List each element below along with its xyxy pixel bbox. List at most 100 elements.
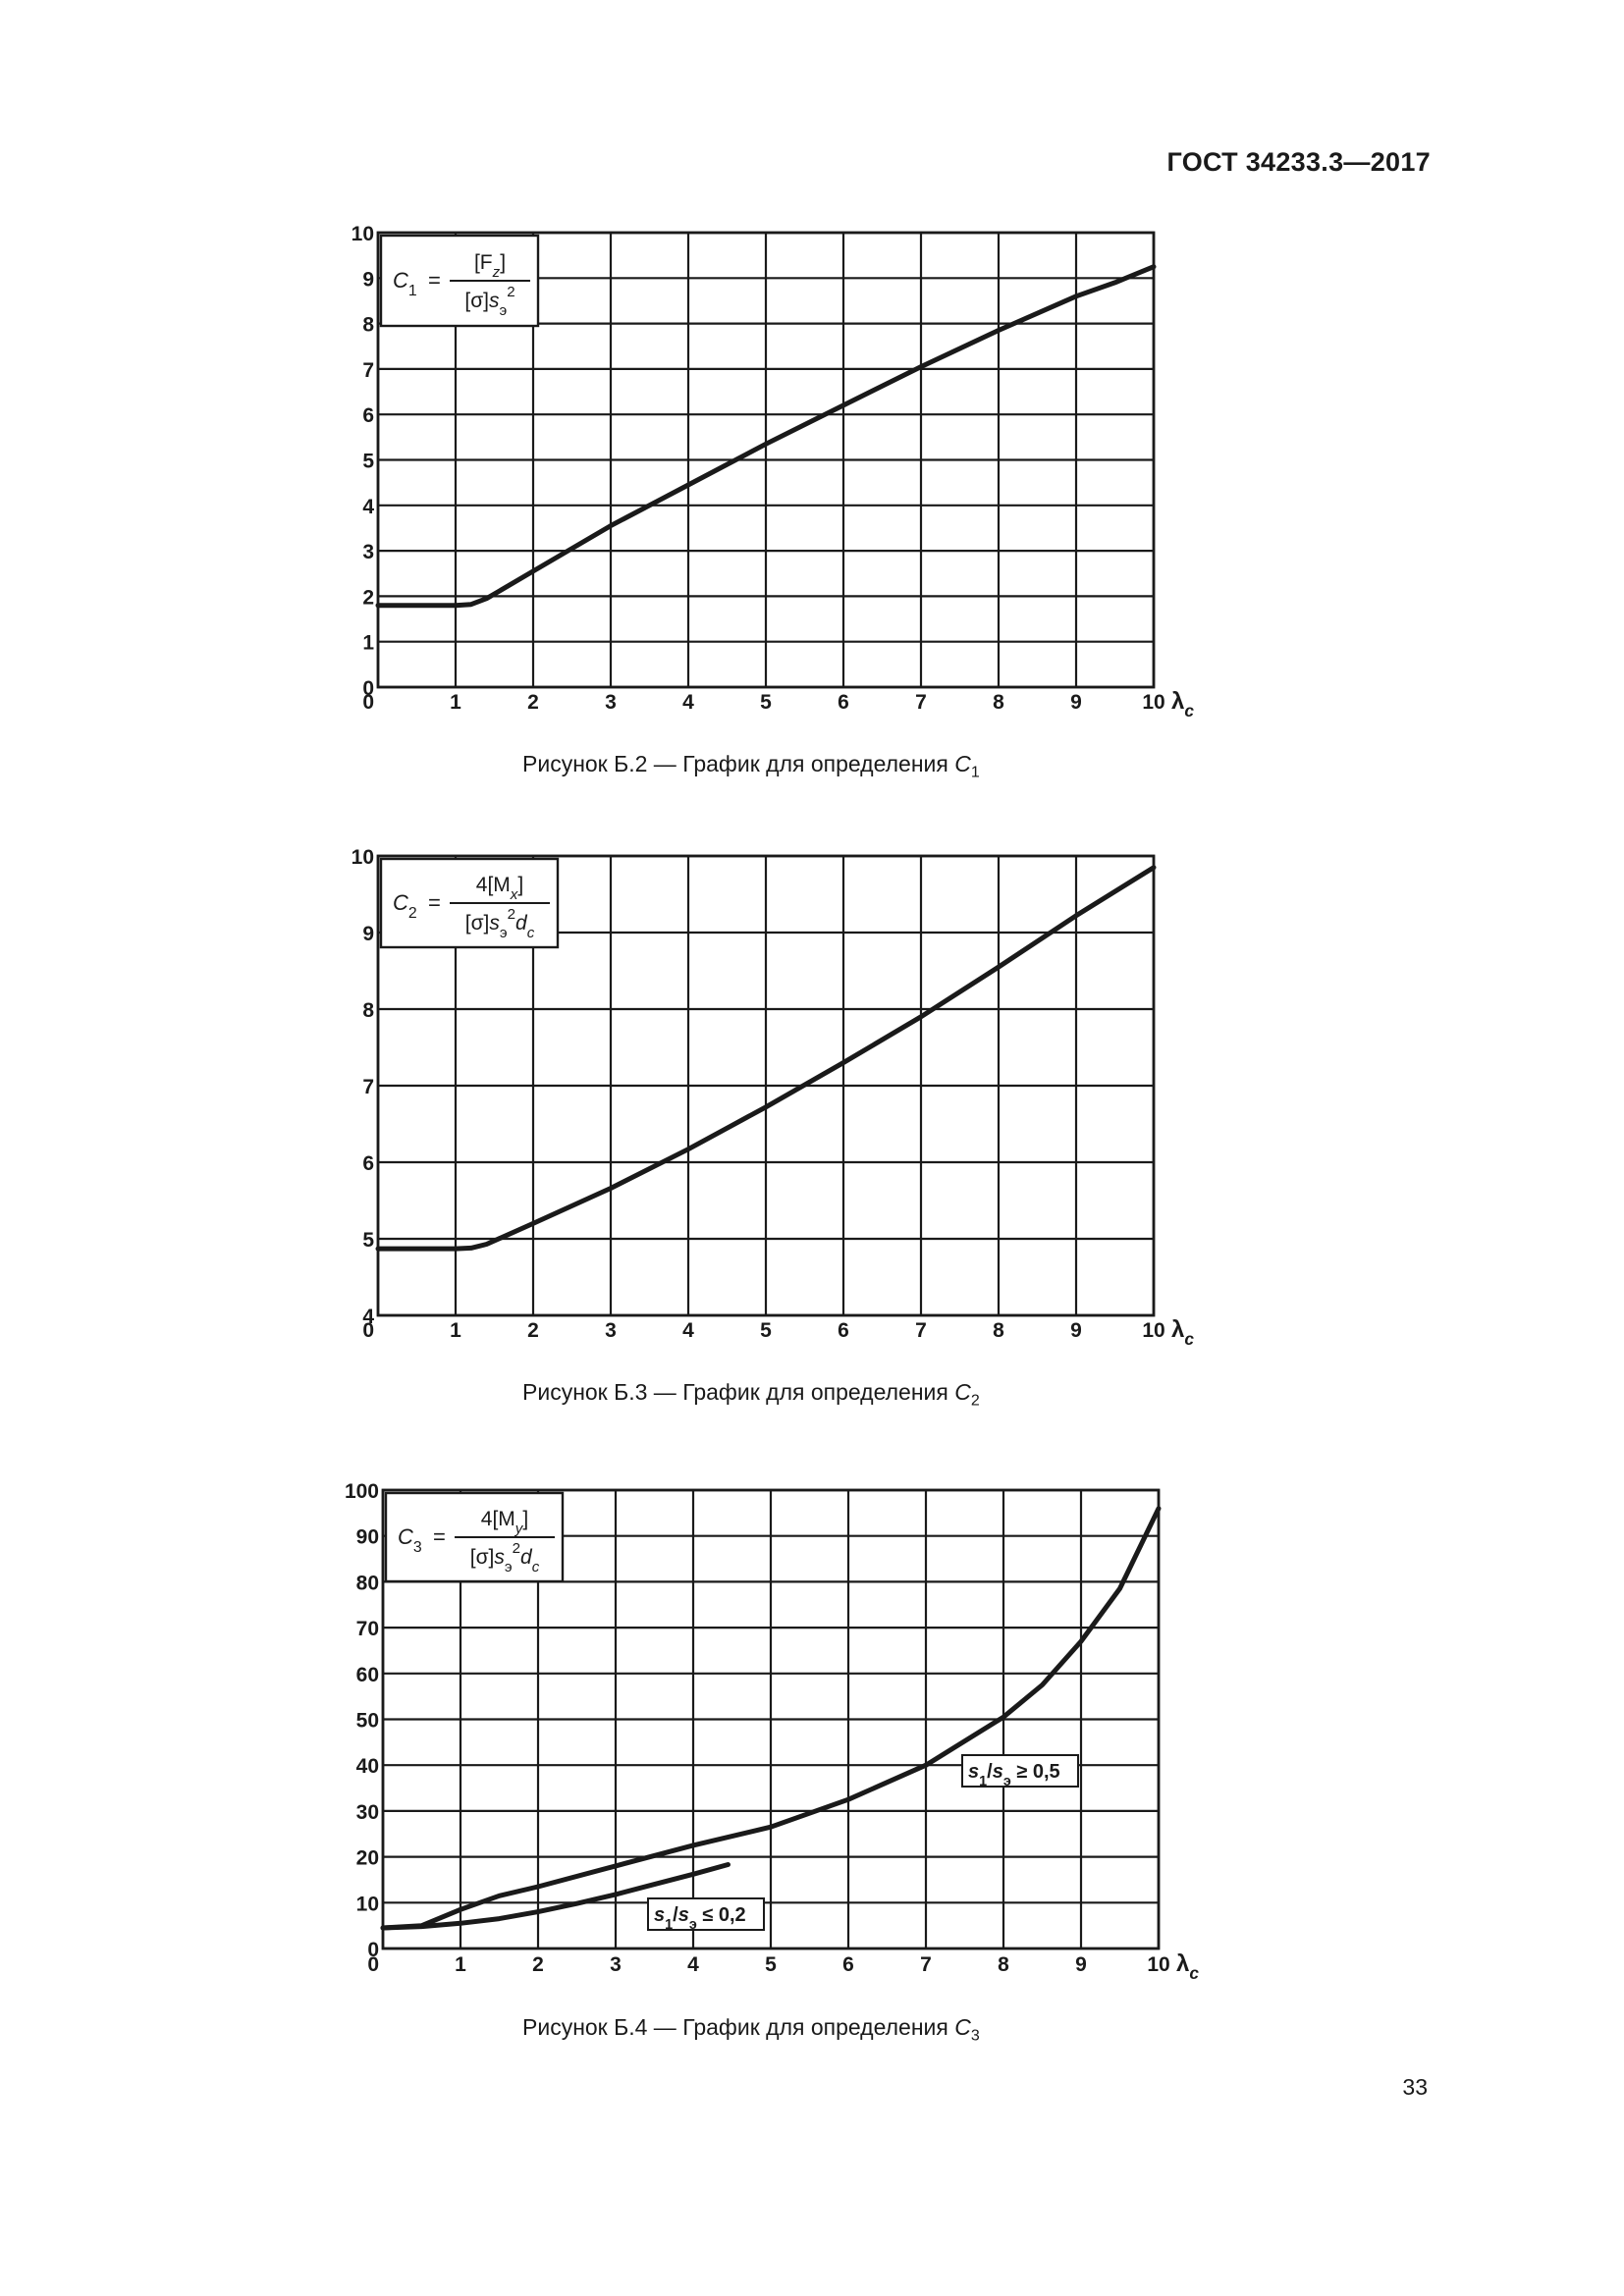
series-label-part: ≥ 0,5 <box>1011 1761 1060 1783</box>
series-label-part: э <box>689 1917 697 1933</box>
caption-variable: C <box>954 1379 971 1405</box>
figure-c1-caption: Рисунок Б.2 — График для определения C1 <box>522 751 980 782</box>
x-tick-label: 10 <box>1147 1953 1169 1976</box>
formula-lhs: C3 <box>398 1524 422 1556</box>
x-tick-label: 9 <box>1070 691 1082 714</box>
formula-denominator-part: c <box>532 1559 540 1575</box>
formula-denominator-part: э <box>500 925 508 941</box>
y-tick-label: 10 <box>356 1893 379 1915</box>
x-axis-label-part: c <box>1189 1963 1199 1983</box>
y-tick-label: 4 <box>362 496 374 518</box>
y-tick-label: 90 <box>356 1526 379 1549</box>
series-label-part: s <box>993 1761 1003 1783</box>
caption-variable-sub: 2 <box>970 1392 980 1410</box>
x-tick-label: 5 <box>760 691 772 714</box>
x-axis-label: λc <box>1171 688 1194 721</box>
x-tick-label: 8 <box>993 1319 1004 1342</box>
y-tick-label: 3 <box>362 541 374 563</box>
series-label-part: s <box>654 1904 665 1926</box>
x-tick-label: 9 <box>1075 1953 1087 1976</box>
formula-denominator-part: s <box>489 290 500 312</box>
formula-numerator-part: 4[M <box>481 1508 515 1530</box>
y-tick-label: 7 <box>362 1076 374 1098</box>
formula-numerator-part: [F <box>474 251 493 274</box>
formula-lhs-part: C <box>393 890 408 915</box>
y-tick-label: 6 <box>362 1152 374 1175</box>
x-tick-label: 2 <box>527 1319 539 1342</box>
formula-denominator-part: э <box>500 302 508 319</box>
formula-denominator-part: э <box>505 1559 513 1575</box>
formula-numerator-part: x <box>510 886 518 903</box>
formula-lhs-part: 2 <box>408 905 417 922</box>
x-tick-label: 6 <box>838 1319 849 1342</box>
plot-frame <box>376 854 1156 1317</box>
formula-lhs-part: 3 <box>413 1539 422 1556</box>
x-axis-label: λc <box>1176 1950 1199 1983</box>
x-tick-label: 6 <box>838 691 849 714</box>
y-tick-label: 0 <box>362 677 374 700</box>
series-label-part: s <box>968 1761 979 1783</box>
y-tick-label: 9 <box>362 268 374 291</box>
y-tick-label: 6 <box>362 404 374 427</box>
y-tick-label: 0 <box>367 1939 379 1961</box>
caption-text: Рисунок Б.2 — График для определения <box>522 751 948 776</box>
formula-lhs-part: C <box>398 1524 413 1549</box>
x-tick-label: 5 <box>760 1319 772 1342</box>
series-label-box <box>961 1754 1079 1788</box>
document-id: ГОСТ 34233.3—2017 <box>1166 147 1431 177</box>
series-label-part: ≤ 0,2 <box>697 1904 746 1926</box>
x-tick-label: 1 <box>455 1953 466 1976</box>
series-label: s1/sэ ≤ 0,2 <box>654 1904 746 1933</box>
y-tick-label: 7 <box>362 359 374 382</box>
formula-numerator-part: z <box>492 264 501 281</box>
series-label-box <box>647 1897 765 1931</box>
y-tick-label: 20 <box>356 1847 379 1870</box>
formula-equals: = <box>433 1524 446 1549</box>
x-tick-label: 3 <box>610 1953 622 1976</box>
y-tick-label: 10 <box>352 846 374 869</box>
x-tick-label: 7 <box>915 691 927 714</box>
x-tick-label: 8 <box>993 691 1004 714</box>
caption-variable-sub: 1 <box>970 764 980 781</box>
x-axis-label-part: c <box>1184 701 1194 721</box>
formula-lhs: C1 <box>393 268 417 299</box>
x-axis-label: λc <box>1171 1316 1194 1349</box>
x-tick-label: 4 <box>682 691 694 714</box>
x-tick-label: 4 <box>682 1319 694 1342</box>
series-label-part: э <box>1003 1774 1011 1789</box>
x-axis-label-part: λ <box>1176 1950 1189 1977</box>
page-number: 33 <box>1402 2074 1428 2100</box>
formula-denominator-part: d <box>515 912 528 934</box>
y-tick-label: 60 <box>356 1664 379 1686</box>
series-label-part: 1 <box>665 1917 673 1933</box>
figure-c3-caption: Рисунок Б.4 — График для определения C3 <box>522 2014 980 2046</box>
y-tick-label: 30 <box>356 1801 379 1824</box>
series-label-part: / <box>673 1904 678 1926</box>
x-tick-label: 1 <box>450 691 461 714</box>
x-tick-label: 3 <box>605 1319 617 1342</box>
formula-numerator-part: ] <box>500 251 506 274</box>
x-tick-label: 8 <box>998 1953 1009 1976</box>
y-tick-label: 10 <box>352 223 374 245</box>
series-line <box>380 1506 1162 1931</box>
caption-variable: C <box>954 2014 971 2040</box>
series-label-part: / <box>987 1761 993 1783</box>
series-label-part: s <box>678 1904 689 1926</box>
formula-denominator-part: c <box>527 925 535 941</box>
x-axis-label-part: λ <box>1171 1316 1184 1343</box>
formula-numerator: 4[Mx] <box>476 874 523 903</box>
formula-denominator-part: 2 <box>508 906 515 923</box>
formula-equals: = <box>428 890 441 915</box>
caption-variable: C <box>954 751 971 776</box>
x-tick-label: 6 <box>842 1953 854 1976</box>
series-line <box>380 1862 731 1931</box>
formula-numerator-part: ] <box>522 1508 528 1530</box>
x-tick-label: 10 <box>1142 691 1164 714</box>
x-tick-label: 7 <box>920 1953 932 1976</box>
y-tick-label: 8 <box>362 999 374 1022</box>
x-tick-label: 10 <box>1142 1319 1164 1342</box>
series-line <box>375 865 1157 1252</box>
series-label: s1/sэ ≥ 0,5 <box>968 1761 1060 1789</box>
